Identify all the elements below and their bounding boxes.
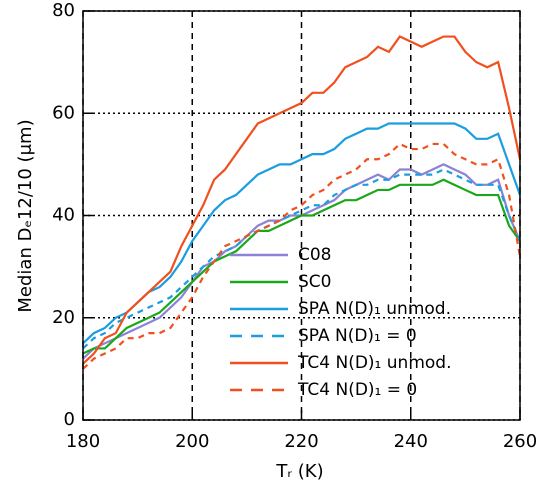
series-line [82,122,522,345]
x-tick-label: 260 [503,431,537,452]
series-line [82,168,522,350]
plot-frame [82,10,521,421]
x-tick-label: 200 [175,431,209,452]
legend-label: C08 [298,245,332,265]
series-line [82,35,522,365]
x-tick-label: 180 [66,431,100,452]
x-tick-label: 240 [394,431,428,452]
legend-label: TC4 N(D)₁ unmod. [297,353,451,373]
legend-label: SPA N(D)₁ unmod. [298,299,451,319]
y-tick-label: 20 [52,307,75,328]
y-tick-label: 60 [52,102,75,123]
y-axis-label: Median Dₑ12/10 (μm) [15,119,36,312]
y-tick-label: 40 [52,205,75,226]
x-tick-label: 220 [284,431,318,452]
y-tick-label: 0 [64,409,75,430]
legend-label: SC0 [298,272,331,292]
legend-label: TC4 N(D)₁ = 0 [297,380,417,400]
series-line [82,142,522,370]
x-axis-label: Tᵣ (K) [275,461,323,482]
legend-label: SPA N(D)₁ = 0 [298,326,417,346]
series-line [82,178,521,355]
y-tick-label: 80 [52,0,75,21]
